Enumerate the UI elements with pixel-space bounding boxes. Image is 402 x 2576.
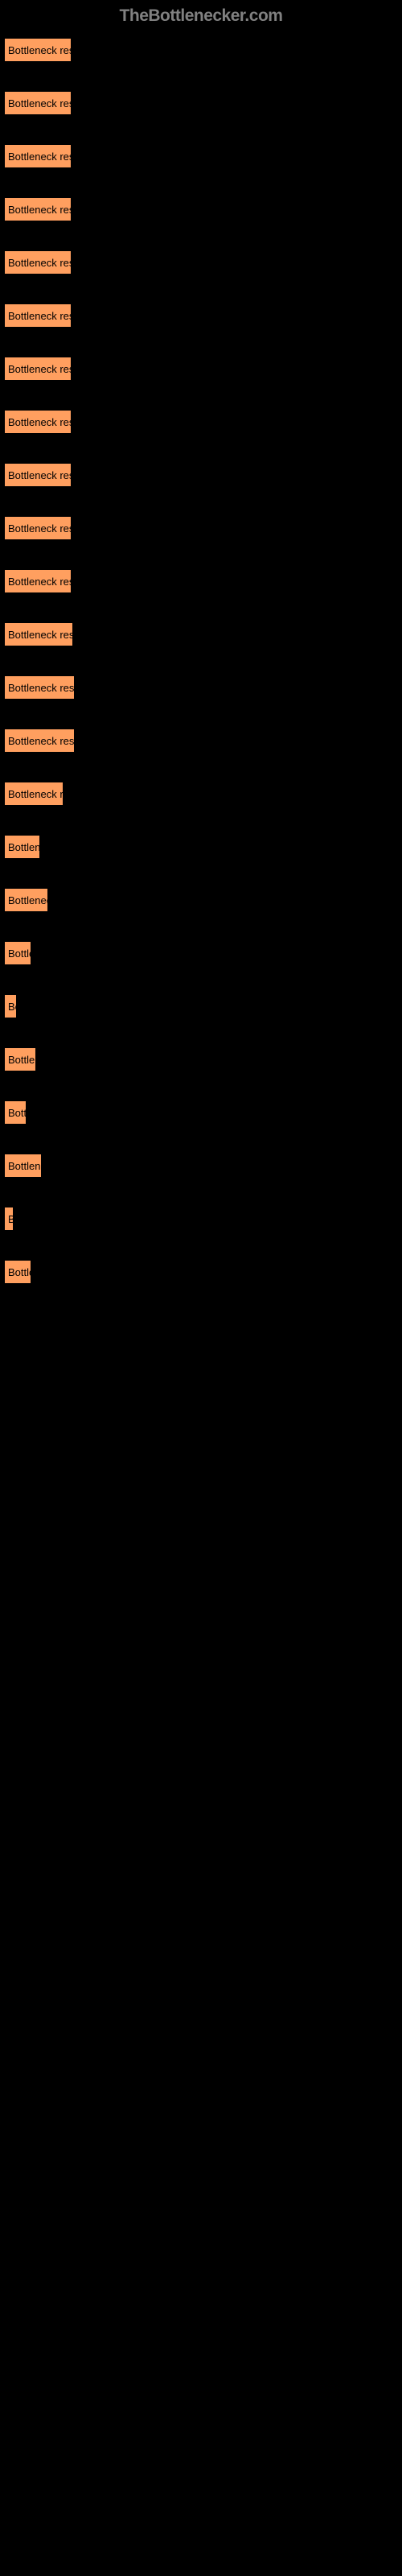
- chart-container: Bottleneck result Bottleneck result Bottle…: [0, 38, 402, 1284]
- bar: Bottl: [4, 1100, 27, 1125]
- bar: Bottleneck result: [4, 197, 72, 221]
- bar: Bottle: [4, 941, 31, 965]
- bar: Bottleneck result: [4, 569, 72, 593]
- bar-row: Bottlene: [4, 835, 398, 859]
- site-title: TheBottlenecker.com: [0, 6, 402, 26]
- bar: Bottleneck re: [4, 782, 64, 806]
- bar: Bottleneck result: [4, 38, 72, 62]
- bar-row: B: [4, 1207, 398, 1231]
- bar: Bottleneck result: [4, 516, 72, 540]
- bar: Bottleneck result: [4, 144, 72, 168]
- bar-row: Bottleneck result: [4, 622, 398, 646]
- bar-row: Bottleneck result: [4, 516, 398, 540]
- bar: Bottleneck result: [4, 675, 75, 700]
- bar-row: Bo: [4, 994, 398, 1018]
- bar-row: Bottleneck result: [4, 569, 398, 593]
- bar-row: Bottleneck result: [4, 463, 398, 487]
- bar: Bottleneck result: [4, 91, 72, 115]
- bar-row: Bottleneck result: [4, 144, 398, 168]
- bar-row: Bottleneck result: [4, 729, 398, 753]
- bar-row: Bottleneck result: [4, 250, 398, 275]
- bar-row: Bottlene: [4, 1154, 398, 1178]
- bar-row: Bottl: [4, 1100, 398, 1125]
- bar-row: Bottle: [4, 1260, 398, 1284]
- bar-row: Bottleneck result: [4, 197, 398, 221]
- bar: Bottlene: [4, 835, 40, 859]
- bar-row: Bottleneck result: [4, 410, 398, 434]
- bar: Bottleneck result: [4, 357, 72, 381]
- bar-row: Bottleneck result: [4, 357, 398, 381]
- bar-row: Bottlen: [4, 1047, 398, 1071]
- bar-row: Bottleneck re: [4, 782, 398, 806]
- bar-row: Bottleneck result: [4, 38, 398, 62]
- bar-row: Bottleneck result: [4, 91, 398, 115]
- bar-row: Bottleneck result: [4, 675, 398, 700]
- header: TheBottlenecker.com: [0, 0, 402, 38]
- bar: Bo: [4, 994, 17, 1018]
- bar-row: Bottleneck result: [4, 303, 398, 328]
- bar: Bottleneck result: [4, 410, 72, 434]
- bar: B: [4, 1207, 14, 1231]
- bar: Bottlene: [4, 1154, 42, 1178]
- bar: Bottleneck result: [4, 622, 73, 646]
- bar: Bottleneck result: [4, 250, 72, 275]
- bar-row: Bottle: [4, 941, 398, 965]
- bar: Bottlen: [4, 1047, 36, 1071]
- bar: Bottleneck result: [4, 463, 72, 487]
- bar: Bottleneck result: [4, 303, 72, 328]
- bar: Bottle: [4, 1260, 31, 1284]
- bar: Bottleneck: [4, 888, 48, 912]
- bar: Bottleneck result: [4, 729, 75, 753]
- bar-row: Bottleneck: [4, 888, 398, 912]
